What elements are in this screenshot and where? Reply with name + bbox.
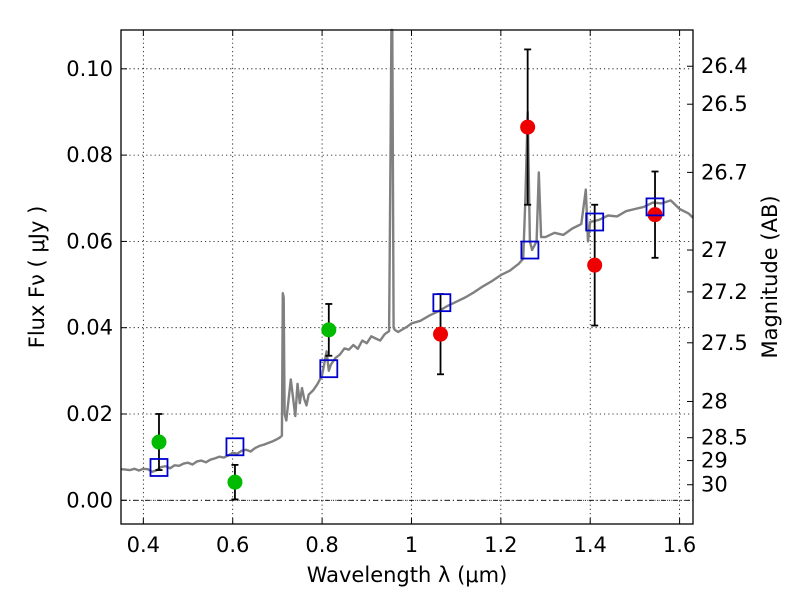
right-tick-label-1: 26.5 [701, 92, 748, 116]
x-tick-labels: 0.4 0.6 0.8 1 1.2 1.4 1.6 [127, 533, 697, 557]
axis-ticks [121, 30, 693, 524]
error-bars [155, 48, 659, 501]
x-tick-label-3: 1 [405, 533, 418, 557]
grid-lines [121, 30, 693, 524]
plot-frame [120, 29, 694, 525]
right-axis-label: Magnitude (AB) [758, 195, 782, 358]
model-square-2 [319, 359, 339, 379]
y-tick-label-1: 0.02 [66, 402, 113, 426]
green-point-1 [227, 474, 243, 490]
model-square-3 [432, 293, 452, 313]
green-point-2 [321, 322, 337, 338]
spectrum-line [120, 28, 694, 473]
right-tick-label-7: 28.5 [701, 426, 748, 450]
y-tick-label-5: 0.10 [66, 57, 113, 81]
y-tick-label-2: 0.04 [66, 316, 113, 340]
y-tick-label-3: 0.06 [66, 229, 113, 253]
x-tick-label-4: 1.2 [484, 533, 517, 557]
model-square-0 [149, 458, 169, 477]
y-tick-labels: 0.00 0.02 0.04 0.06 0.08 0.10 [66, 57, 113, 512]
y-axis-label: Flux Fν ( μJy ) [25, 206, 49, 349]
right-tick-label-2: 26.7 [701, 160, 748, 184]
model-square-1 [225, 437, 245, 457]
right-tick-label-3: 27 [701, 238, 728, 262]
model-square-5 [585, 212, 605, 232]
right-tick-label-4: 27.2 [701, 280, 748, 304]
x-axis-label: Wavelength λ (μm) [307, 563, 508, 587]
right-tick-label-5: 27.5 [701, 331, 748, 355]
right-tick-label-6: 28 [701, 389, 728, 413]
photometry-points [151, 119, 663, 490]
x-tick-label-1: 0.6 [216, 533, 249, 557]
red-point-1 [520, 119, 536, 135]
right-tick-label-8: 29 [701, 449, 728, 473]
x-tick-label-6: 1.6 [663, 533, 696, 557]
right-tick-label-9: 30 [701, 473, 728, 497]
y-tick-label-0: 0.00 [66, 488, 113, 512]
x-tick-label-0: 0.4 [127, 533, 160, 557]
model-squares [149, 197, 665, 477]
y-tick-label-4: 0.08 [66, 143, 113, 167]
right-tick-label-0: 26.4 [701, 54, 748, 78]
model-square-6 [645, 197, 665, 217]
x-tick-label-2: 0.8 [305, 533, 338, 557]
red-point-0 [433, 326, 449, 342]
spectrum-series [120, 28, 694, 473]
x-tick-label-5: 1.4 [574, 533, 607, 557]
green-point-0 [151, 434, 167, 450]
model-square-4 [520, 240, 540, 260]
red-point-2 [587, 257, 603, 273]
